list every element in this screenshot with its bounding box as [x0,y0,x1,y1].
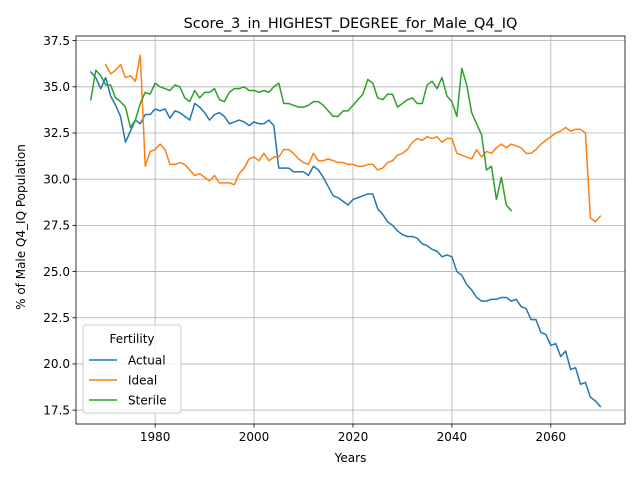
chart-title: Score_3_in_HIGHEST_DEGREE_for_Male_Q4_IQ [184,16,518,32]
x-axis-title: Years [334,451,367,465]
y-tick-label: 35.0 [43,80,70,94]
series-line-ideal [104,54,602,223]
y-tick-label: 20.0 [43,357,70,371]
x-tick-label: 2020 [338,430,369,444]
y-tick-label: 30.0 [43,172,70,186]
x-tick-label: 2000 [239,430,270,444]
y-tick-label: 22.5 [43,311,70,325]
axis-ticks: 1980 2000 2020 2040 2060 17.5 20.0 22.5 25.0 27.5… [43,34,566,444]
y-tick-label: 17.5 [43,403,70,417]
x-tick-label: 2040 [437,430,468,444]
legend-title: Fertility [109,332,154,346]
y-tick-label: 27.5 [43,219,70,233]
x-tick-label: 1980 [140,430,171,444]
plot-frame [75,35,626,425]
legend: Fertility Actual Ideal Sterile [82,324,182,414]
legend-label-sterile: Sterile [128,394,167,408]
y-tick-label: 37.5 [43,34,70,48]
series-lines [89,54,602,408]
legend-label-ideal: Ideal [128,374,157,388]
legend-label-actual: Actual [128,354,166,368]
x-tick-label: 2060 [536,430,567,444]
y-axis-title: % of Male Q4_IQ Population [14,144,28,310]
series-line-sterile [89,67,513,212]
series-line-actual [89,70,602,408]
y-tick-label: 25.0 [43,265,70,279]
y-tick-label: 32.5 [43,126,70,140]
legend-box [82,324,182,414]
